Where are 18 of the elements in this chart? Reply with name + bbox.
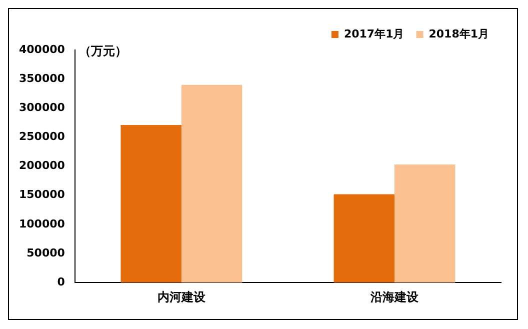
y-tick-label: 300000 [18, 101, 66, 114]
y-axis-title: （万元） [78, 44, 127, 58]
bar [120, 125, 182, 283]
y-tick-label: 50000 [26, 246, 66, 260]
legend-label: 2018年1月 [428, 27, 490, 40]
y-tick-label: 100000 [18, 217, 66, 230]
bar [394, 164, 456, 283]
y-tick-label: 400000 [18, 42, 66, 56]
bar [181, 84, 242, 283]
legend-label: 2017年1月 [344, 27, 404, 40]
x-tick-label: 沿海建设 [369, 290, 420, 304]
y-tick-label: 150000 [18, 188, 66, 202]
bar [334, 194, 394, 283]
x-tick-label: 内河建设 [157, 290, 206, 304]
y-tick-label: 350000 [18, 72, 66, 85]
y-tick-label: 0 [57, 275, 66, 288]
y-tick-label: 250000 [18, 130, 66, 144]
y-tick-label: 200000 [18, 159, 66, 172]
